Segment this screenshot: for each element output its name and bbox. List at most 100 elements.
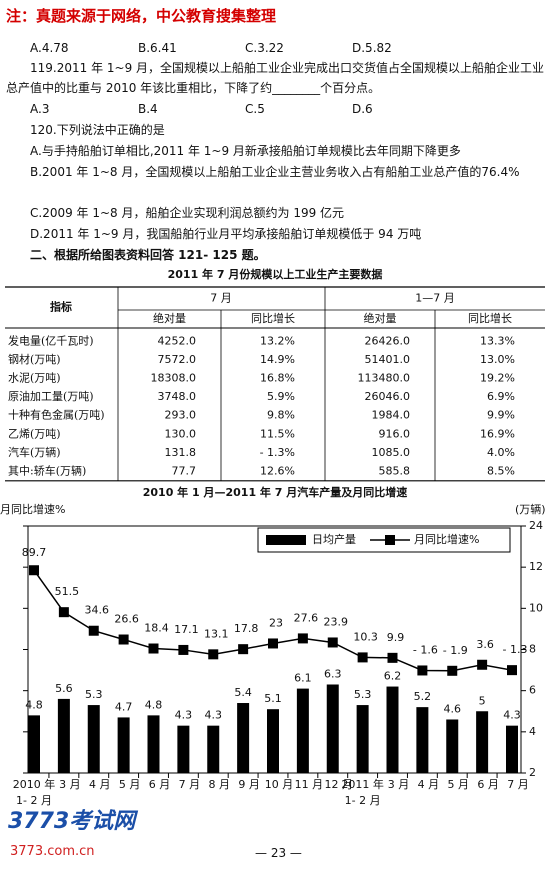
marker (208, 649, 219, 660)
x-tick-label: 9 月 (238, 778, 260, 791)
table-cell: 113480.0 (358, 372, 411, 385)
data-label: 4.6 (444, 702, 462, 715)
legend-swatch (266, 535, 306, 545)
data-label: 51.5 (55, 585, 80, 598)
bar (28, 715, 40, 773)
table-cell: 14.9% (260, 353, 295, 366)
table-cell: 6.9% (487, 390, 515, 403)
bar (207, 725, 220, 773)
data-label: 23 (269, 616, 283, 629)
table-cell: 26046.0 (365, 390, 411, 403)
data-label: 5.4 (234, 686, 252, 699)
data-label: - 1.6 (413, 643, 438, 656)
data-label: 5.3 (354, 688, 372, 701)
data-label: 6.3 (324, 667, 342, 680)
table-header: 7 月 (210, 292, 232, 305)
table-cell: 9.9% (487, 409, 515, 422)
bar (326, 684, 339, 773)
x-tick-label: 8 月 (209, 778, 231, 791)
data-label: 3.6 (476, 638, 494, 651)
data-label: 17.8 (234, 622, 259, 635)
data-label: 4.3 (175, 709, 193, 722)
x-tick-label: 6 月 (149, 778, 171, 791)
data-label: 4.3 (503, 709, 521, 722)
marker (88, 625, 99, 636)
option: B.2001 年 1~8 月，全国规模以上船舶工业企业主营业务收入占有船舶工业总… (30, 165, 520, 179)
x-tick-label: 1- 2 月 (345, 794, 381, 807)
axis-title: 月同比增速% (0, 502, 65, 516)
y2-tick-label: 8 (529, 643, 536, 656)
year-label: 2010 年 (13, 777, 56, 791)
bar (177, 725, 190, 773)
option: C.5 (245, 102, 265, 116)
table-cell: 钢材(万吨) (8, 352, 61, 366)
table-cell: 26426.0 (365, 334, 411, 347)
table-cell: 585.8 (379, 465, 411, 478)
data-label: 17.1 (174, 623, 199, 636)
data-label: 5.2 (414, 690, 432, 703)
y2-tick-label: 2 (529, 766, 536, 779)
data-label: 26.6 (114, 613, 139, 626)
question: 119.2011 年 1~9 月，全国规模以上船舶工业企业完成出口交货值占全国规… (6, 61, 545, 95)
table-cell: 7572.0 (158, 353, 197, 366)
marker (357, 652, 368, 663)
bar (237, 703, 250, 773)
x-tick-label: 6 月 (477, 778, 499, 791)
marker (178, 644, 189, 655)
option: A.3 (30, 102, 50, 116)
bar (87, 705, 100, 773)
table-cell: 51401.0 (365, 353, 411, 366)
y2-tick-label: 24 (529, 519, 543, 532)
x-tick-label: 4 月 (89, 778, 111, 791)
data-label: 13.1 (204, 627, 229, 640)
table-cell: 汽车(万辆) (8, 445, 61, 459)
table-cell: 8.5% (487, 465, 515, 478)
option: D.5.82 (352, 41, 392, 55)
option: B.6.41 (138, 41, 177, 55)
bar (416, 707, 429, 773)
bar (386, 686, 399, 773)
data-label: 6.1 (294, 672, 312, 685)
bar (506, 725, 518, 773)
option: C.2009 年 1~8 月，船舶企业实现利润总额约为 199 亿元 (30, 206, 345, 220)
option: C.3.22 (245, 41, 284, 55)
data-label: 6.2 (384, 670, 402, 683)
table-cell: 其中:轿车(万辆) (8, 464, 86, 478)
table-cell: 77.7 (172, 465, 197, 478)
option: D.2011 年 1~9 月，我国船舶行业月平均承接船舶订单规模低于 94 万吨 (30, 227, 422, 241)
table-cell: 4252.0 (158, 334, 197, 347)
data-label: 5.6 (55, 682, 73, 695)
data-label: 4.3 (205, 709, 223, 722)
table-header: 指标 (50, 300, 72, 314)
section: 二、根据所给图表资料回答 121- 125 题。 (30, 248, 266, 262)
x-tick-label: 5 月 (448, 778, 470, 791)
table-cell: 16.9% (480, 427, 515, 440)
table-header: 绝对量 (153, 311, 186, 325)
legend-label: 日均产量 (312, 532, 356, 546)
watermark: 3773.com.cn (10, 844, 95, 859)
marker (477, 659, 488, 670)
table-cell: 13.3% (480, 334, 515, 347)
bar (476, 711, 489, 773)
table-cell: - 1.3% (260, 446, 295, 459)
data-label: - 1.9 (443, 644, 468, 657)
data-label: 5.1 (264, 692, 282, 705)
table-header: 同比增长 (468, 311, 512, 325)
y2-tick-label: 6 (529, 684, 536, 697)
table-cell: 1984.0 (372, 409, 411, 422)
table-header: 1—7 月 (415, 292, 455, 305)
marker (238, 644, 249, 655)
data-label: 4.8 (145, 698, 163, 711)
legend-label: 月同比增速% (414, 532, 479, 546)
page-number: — 23 — (255, 846, 302, 860)
table-cell: 乙烯(万吨) (8, 427, 61, 440)
y2-tick-label: 4 (529, 725, 536, 738)
table-cell: 13.0% (480, 353, 515, 366)
table-cell: 16.8% (260, 372, 295, 385)
table-cell: 5.9% (267, 390, 295, 403)
table-header: 绝对量 (364, 311, 397, 325)
marker (29, 565, 39, 576)
marker (417, 665, 428, 676)
table-cell: 293.0 (165, 409, 197, 422)
marker (58, 607, 69, 618)
